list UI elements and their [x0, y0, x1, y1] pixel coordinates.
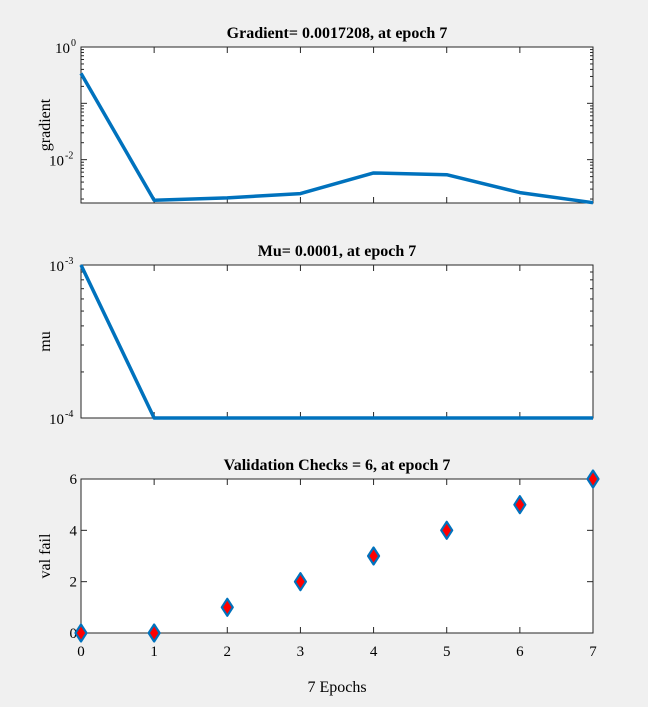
- diamond-marker: [440, 520, 454, 540]
- y-tick-label: 10: [55, 41, 70, 57]
- y-tick-label: 10: [49, 259, 64, 275]
- y-tick-label: 10: [49, 154, 64, 170]
- y-axis-label: val fail: [37, 533, 54, 578]
- y-tick-exponent: 0: [71, 38, 76, 49]
- x-tick-label: 7: [589, 644, 597, 660]
- y-tick-label: 10: [49, 412, 64, 428]
- series-line: [79, 264, 593, 420]
- x-tick-label: 6: [516, 644, 524, 660]
- chart-title: Gradient= 0.0017208, at epoch 7: [227, 25, 448, 42]
- x-tick-label: 5: [443, 644, 451, 660]
- panel-3: Validation Checks = 6, at epoch 7 val fai…: [37, 457, 600, 696]
- y-tick-base: 10: [49, 412, 64, 428]
- y-tick-exponent: -3: [65, 256, 73, 267]
- y-axis-label: gradient: [37, 98, 54, 151]
- axes-box: [80, 264, 594, 419]
- y-tick-exponent: -4: [65, 409, 73, 420]
- y-tick-label: 2: [70, 575, 78, 591]
- y-axis-label: mu: [37, 331, 54, 351]
- series-line: [79, 72, 594, 205]
- y-tick-label: 4: [70, 523, 78, 539]
- diamond-marker: [513, 495, 527, 515]
- y-tick-label: 0: [70, 626, 78, 642]
- x-tick-label: 4: [370, 644, 378, 660]
- diamond-marker: [220, 597, 234, 617]
- diamond-marker: [366, 546, 381, 566]
- y-tick-exponent: -2: [65, 151, 73, 162]
- axes-box: [80, 46, 594, 204]
- y-tick-label: 6: [70, 472, 78, 488]
- axes-box: [80, 478, 594, 634]
- diamond-marker: [147, 623, 161, 643]
- diamond-marker: [586, 469, 600, 489]
- chart-title: Validation Checks = 6, at epoch 7: [224, 457, 451, 474]
- x-tick-label: 2: [224, 644, 232, 660]
- y-tick-base: 10: [55, 41, 70, 57]
- diamond-marker: [74, 623, 88, 643]
- chart-title: Mu= 0.0001, at epoch 7: [258, 243, 416, 260]
- x-axis-label: 7 Epochs: [307, 679, 366, 696]
- x-tick-label: 3: [297, 644, 305, 660]
- panel-1: Gradient= 0.0017208, at epoch 7 gradient 1…: [37, 25, 594, 205]
- y-tick-base: 10: [49, 259, 64, 275]
- x-tick-label: 1: [150, 644, 158, 660]
- diamond-marker: [293, 572, 308, 592]
- x-tick-label: 0: [77, 644, 85, 660]
- y-tick-base: 10: [49, 154, 64, 170]
